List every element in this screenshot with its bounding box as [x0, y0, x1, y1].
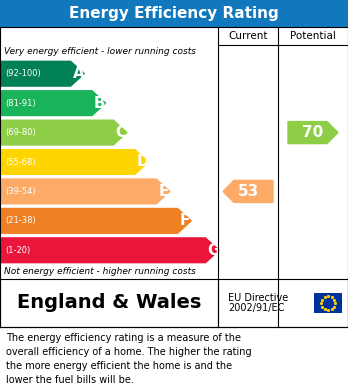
Bar	[0, 0, 348, 27]
Text: G: G	[207, 243, 220, 258]
Text: lower the fuel bills will be.: lower the fuel bills will be.	[6, 375, 134, 386]
Text: F: F	[180, 213, 190, 228]
Text: Very energy efficient - lower running costs: Very energy efficient - lower running co…	[4, 47, 196, 57]
Text: (21-38): (21-38)	[5, 216, 36, 225]
Text: 2002/91/EC: 2002/91/EC	[228, 303, 284, 313]
Text: (69-80): (69-80)	[5, 128, 36, 137]
Text: (55-68): (55-68)	[5, 158, 36, 167]
Polygon shape	[0, 238, 219, 263]
Polygon shape	[0, 179, 170, 204]
Text: the more energy efficient the home is and the: the more energy efficient the home is an…	[6, 361, 232, 371]
Bar	[0, 27, 348, 327]
Polygon shape	[0, 208, 191, 233]
Text: overall efficiency of a home. The higher the rating: overall efficiency of a home. The higher…	[6, 347, 252, 357]
Text: EU Directive: EU Directive	[228, 293, 288, 303]
Text: B: B	[94, 96, 106, 111]
Text: England & Wales: England & Wales	[17, 294, 201, 312]
Text: 70: 70	[302, 125, 324, 140]
Polygon shape	[0, 120, 127, 145]
Text: C: C	[116, 125, 127, 140]
Text: E: E	[158, 184, 168, 199]
Polygon shape	[0, 61, 84, 86]
Text: Current: Current	[228, 31, 268, 41]
Text: (39-54): (39-54)	[5, 187, 35, 196]
Polygon shape	[223, 180, 273, 203]
Text: D: D	[137, 154, 149, 170]
Polygon shape	[0, 91, 105, 115]
Text: Not energy efficient - higher running costs: Not energy efficient - higher running co…	[4, 267, 196, 276]
Text: The energy efficiency rating is a measure of the: The energy efficiency rating is a measur…	[6, 333, 241, 343]
Bar	[314, 293, 342, 313]
Polygon shape	[0, 150, 148, 174]
Text: (81-91): (81-91)	[5, 99, 35, 108]
Text: (1-20): (1-20)	[5, 246, 30, 255]
Text: Potential: Potential	[290, 31, 336, 41]
Polygon shape	[288, 122, 338, 143]
Text: (92-100): (92-100)	[5, 69, 41, 78]
Text: Energy Efficiency Rating: Energy Efficiency Rating	[69, 6, 279, 21]
Text: A: A	[73, 66, 84, 81]
Bar	[0, 279, 348, 327]
Text: 53: 53	[237, 184, 259, 199]
